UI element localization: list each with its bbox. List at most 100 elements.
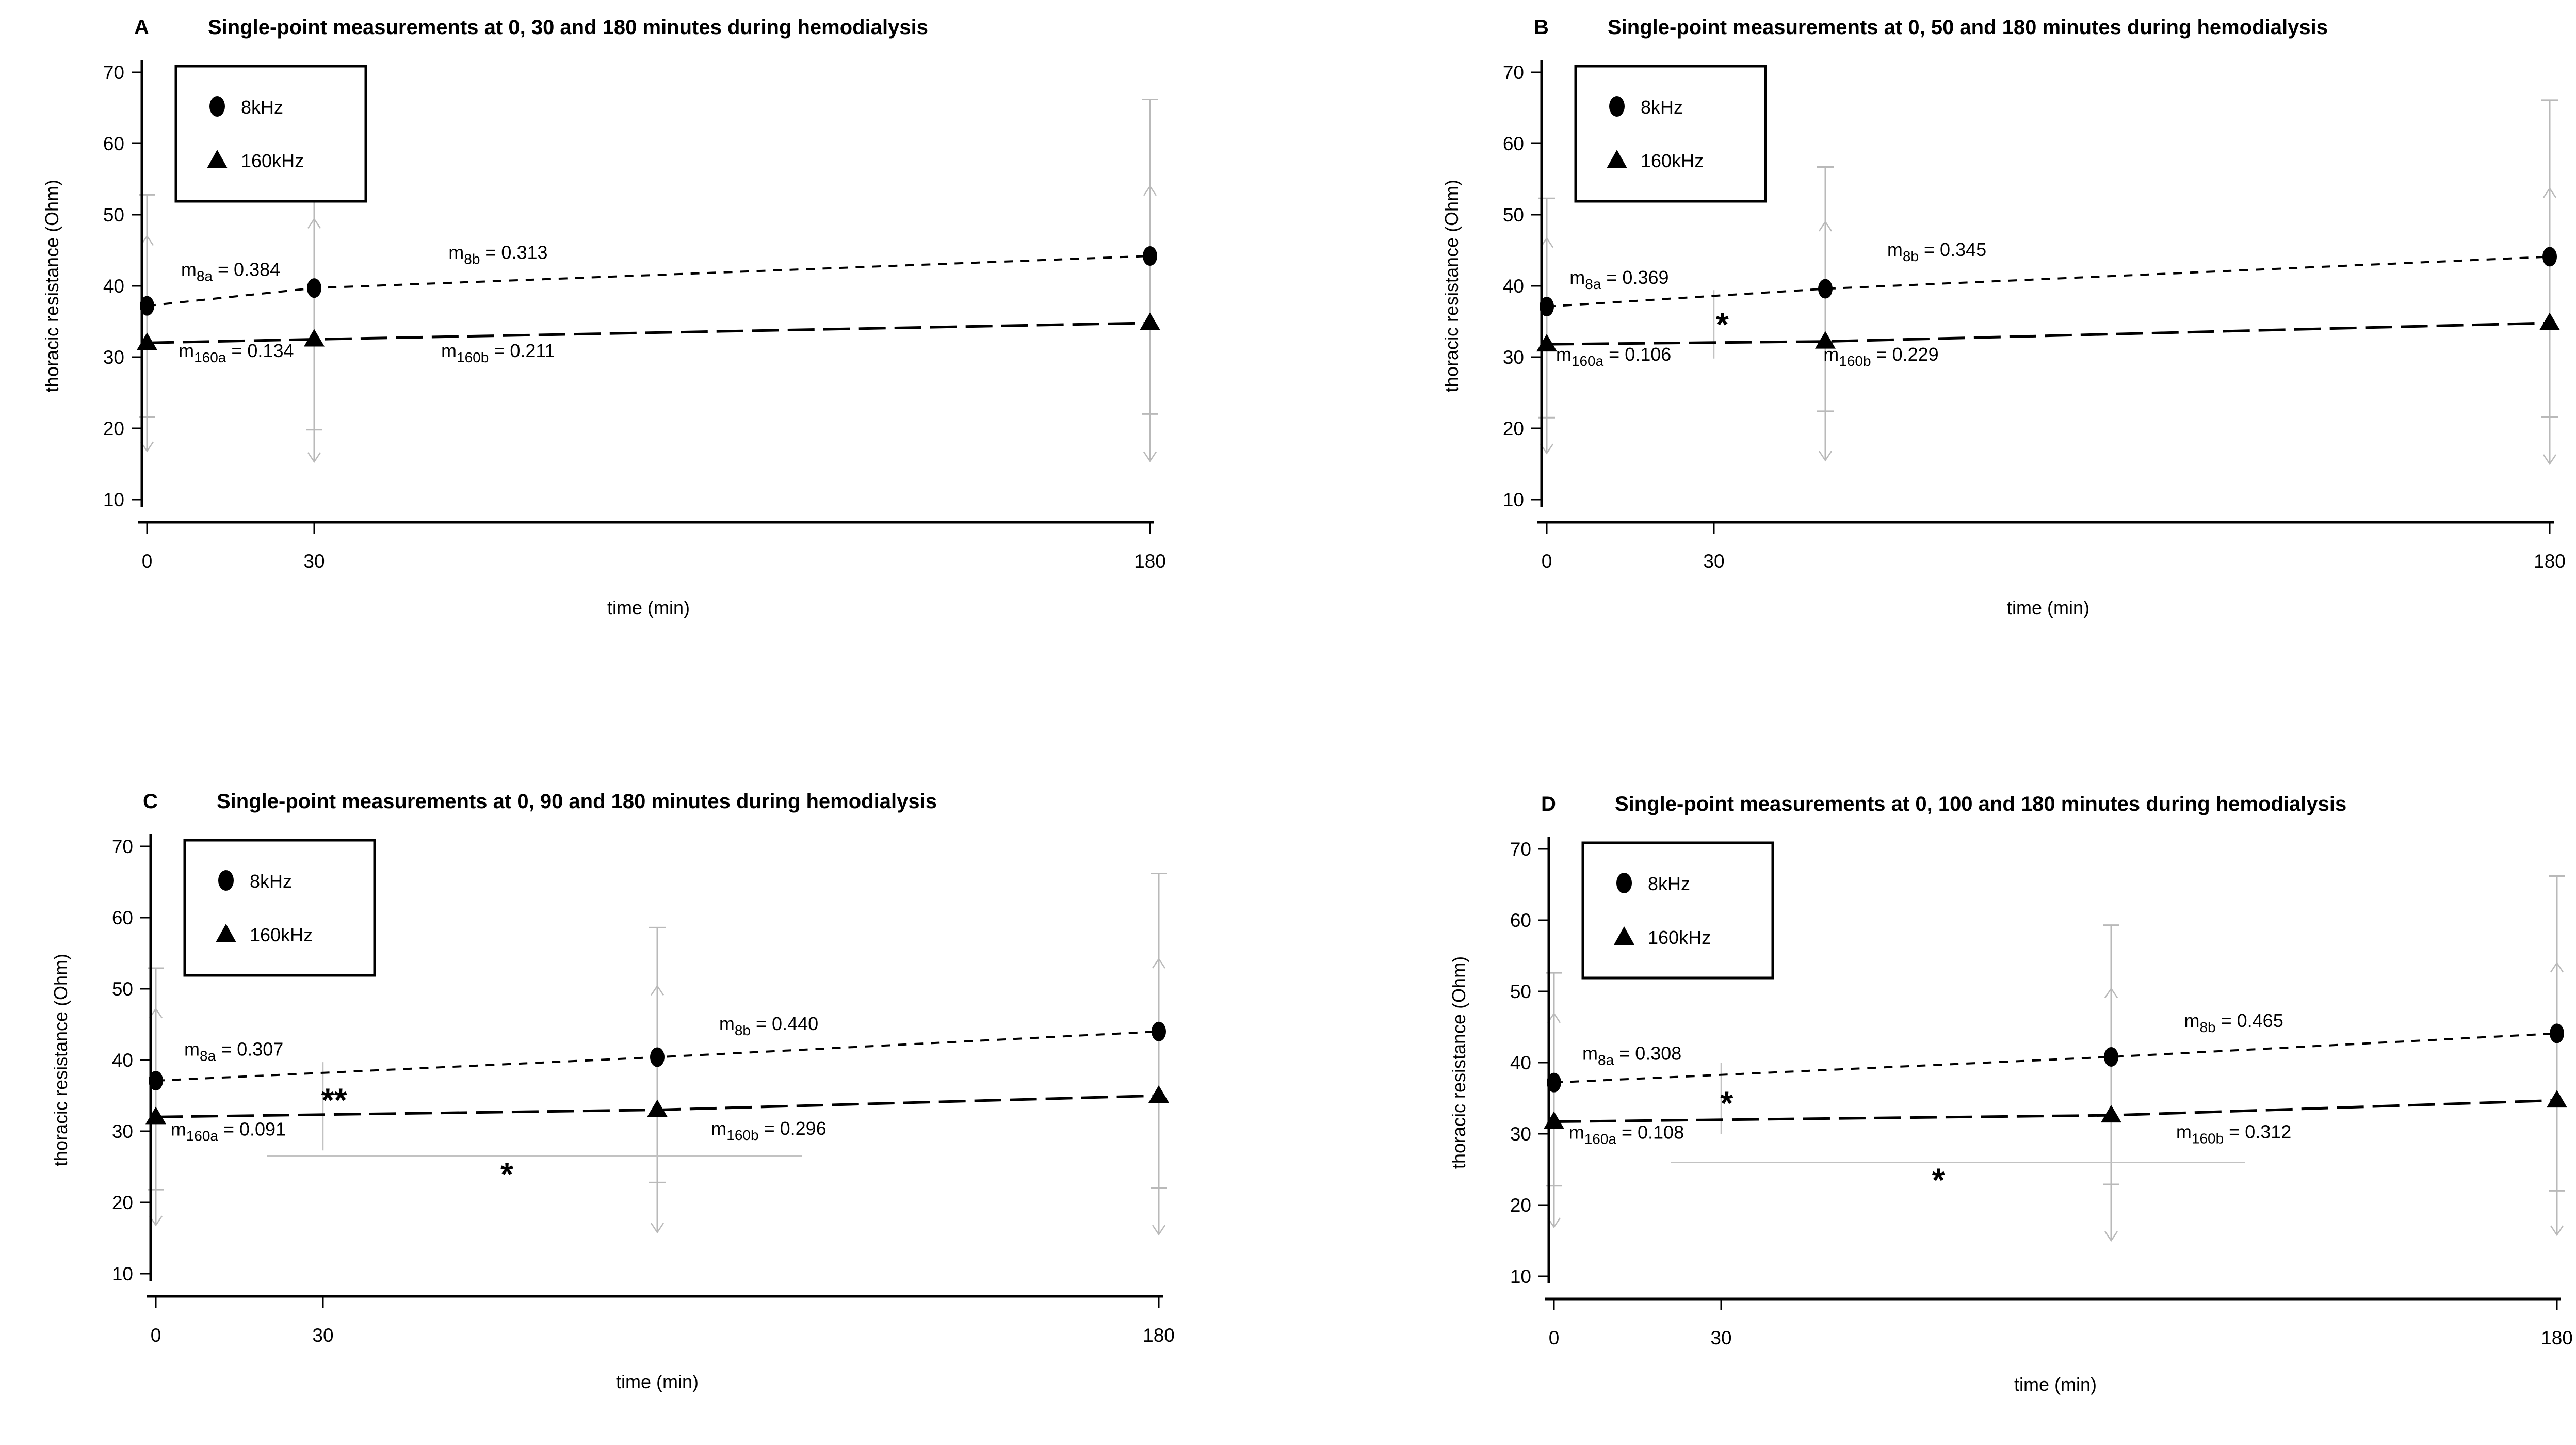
series-8khz-marker [2542, 247, 2557, 267]
series-8khz-marker [2104, 1047, 2118, 1067]
y-tick-label: 30 [112, 1121, 133, 1142]
slope-label-m8a: m8a = 0.369 [1569, 267, 1668, 292]
series-160khz-marker [1148, 1085, 1169, 1103]
series-8khz-marker [140, 296, 154, 316]
x-tick-label: 180 [2534, 551, 2566, 572]
slope-label-m8b: m8b = 0.313 [448, 242, 547, 267]
y-axis-label: thoracic resistance (Ohm) [50, 954, 71, 1166]
panel-d: m8a = 0.308 m8b = 0.465 m160a = 0.108 m160b… [1409, 777, 2575, 1445]
y-tick-label: 50 [112, 978, 133, 1000]
y-tick-label: 60 [1503, 133, 1524, 154]
error-bar-arrow-top [1818, 220, 1833, 232]
y-tick-label: 30 [103, 347, 124, 368]
slope-label-m160a: m160a = 0.134 [179, 340, 294, 365]
y-tick-label: 10 [1503, 489, 1524, 510]
legend-label-160khz: 160kHz [1641, 150, 1704, 171]
error-bar-arrow-bottom [1818, 451, 1833, 462]
y-tick-label: 10 [1510, 1266, 1531, 1287]
significance-asterisk: * [500, 1155, 513, 1193]
panel-b: m8a = 0.369 m8b = 0.345 m160a = 0.106 m160b… [1402, 0, 2568, 669]
y-tick-label: 50 [1503, 204, 1524, 226]
slope-label-m8a: m8a = 0.308 [1582, 1042, 1681, 1068]
legend-label-8khz: 8kHz [1648, 873, 1690, 894]
series-8khz-line [147, 255, 1151, 307]
legend: 8kHz 160kHz [183, 839, 376, 977]
y-axis-label: thoracic resistance (Ohm) [41, 180, 62, 392]
y-tick-label: 30 [1510, 1123, 1531, 1145]
series-160khz-line [1546, 322, 2550, 346]
significance-asterisk: * [1716, 306, 1729, 343]
y-tick-label: 60 [103, 133, 124, 154]
slope-label-m160a: m160a = 0.106 [1556, 344, 1671, 369]
x-tick-label: 180 [2541, 1327, 2573, 1348]
x-tick-label: 180 [1143, 1325, 1175, 1346]
panel-c: m8a = 0.307 m8b = 0.440 m160a = 0.091 m160b… [11, 774, 1177, 1443]
error-bar-arrow-bottom [2550, 1225, 2564, 1237]
y-tick-label: 60 [112, 907, 133, 928]
error-bar-arrow-top [2542, 187, 2557, 198]
error-bar-arrow-top [650, 985, 665, 996]
panel-a-chart: m8a = 0.384 m8b = 0.313 m160a = 0.134 m160b… [41, 16, 1166, 618]
x-tick-label: 180 [1134, 551, 1166, 572]
slope-label-m160a: m160a = 0.091 [171, 1118, 286, 1144]
y-tick-label: 20 [112, 1192, 133, 1213]
y-tick-label: 10 [112, 1263, 133, 1285]
error-bar-arrow-bottom [650, 1223, 665, 1234]
x-tick-label: 0 [142, 551, 153, 572]
x-axis-label: time (min) [2014, 1374, 2097, 1395]
series-8khz-marker [1540, 297, 1554, 317]
x-axis-label: time (min) [607, 597, 690, 618]
x-tick-label: 30 [1710, 1327, 1731, 1348]
x-tick-label: 0 [151, 1325, 161, 1346]
slope-label-m8a: m8a = 0.384 [181, 259, 280, 284]
legend: 8kHz 160kHz [1574, 65, 1767, 203]
y-tick-label: 20 [1503, 418, 1524, 439]
legend-label-8khz: 8kHz [241, 97, 283, 118]
circle-icon [1616, 873, 1632, 893]
panel-d-chart: m8a = 0.308 m8b = 0.465 m160a = 0.108 m160b… [1448, 793, 2573, 1395]
significance-asterisk: ** [321, 1081, 347, 1118]
y-axis-label: thoracic resistance (Ohm) [1441, 180, 1462, 392]
circle-icon [218, 870, 234, 891]
series-160khz-marker [1536, 334, 1557, 352]
y-tick-label: 40 [112, 1050, 133, 1071]
panel-c-label: C [143, 790, 158, 813]
legend-box [1581, 841, 1774, 980]
legend-label-8khz: 8kHz [250, 871, 292, 892]
y-tick-label: 40 [1510, 1052, 1531, 1073]
legend-box [174, 65, 367, 203]
series-8khz-marker [1152, 1021, 1166, 1041]
error-bar-arrow-bottom [2104, 1231, 2118, 1242]
circle-icon [209, 96, 225, 117]
slope-label-m8b: m8b = 0.345 [1887, 239, 1986, 264]
y-tick-label: 60 [1510, 910, 1531, 931]
y-tick-label: 20 [103, 418, 124, 439]
triangle-icon [216, 924, 236, 942]
y-tick-label: 40 [103, 276, 124, 297]
x-tick-label: 30 [303, 551, 325, 572]
error-bar-arrow-top [1143, 185, 1157, 196]
x-tick-label: 30 [312, 1325, 333, 1346]
x-tick-label: 0 [1542, 551, 1552, 572]
y-tick-label: 70 [1510, 839, 1531, 860]
series-160khz-marker [2547, 1090, 2567, 1108]
panel-d-label: D [1541, 793, 1556, 815]
slope-label-m160b: m160b = 0.296 [711, 1118, 826, 1143]
series-160khz-line [147, 322, 1151, 344]
series-8khz-marker [1547, 1072, 1561, 1093]
error-bar-arrow-bottom [2542, 454, 2557, 465]
panel-d-title: Single-point measurements at 0, 100 and … [1615, 793, 2346, 815]
error-bar-arrow-bottom [307, 452, 321, 463]
panel-b-label: B [1534, 16, 1549, 39]
series-160khz-marker [304, 329, 325, 347]
y-tick-label: 70 [112, 836, 133, 857]
y-tick-label: 40 [1503, 276, 1524, 297]
panel-c-title: Single-point measurements at 0, 90 and 1… [217, 790, 937, 813]
slope-label-m160a: m160a = 0.108 [1569, 1122, 1684, 1147]
x-axis-label: time (min) [616, 1371, 699, 1392]
series-160khz-marker [1140, 312, 1160, 330]
series-160khz-line [1553, 1099, 2557, 1123]
x-tick-label: 0 [1549, 1327, 1560, 1348]
series-8khz-line [1553, 1032, 2557, 1084]
slope-label-m160b: m160b = 0.211 [441, 340, 555, 365]
